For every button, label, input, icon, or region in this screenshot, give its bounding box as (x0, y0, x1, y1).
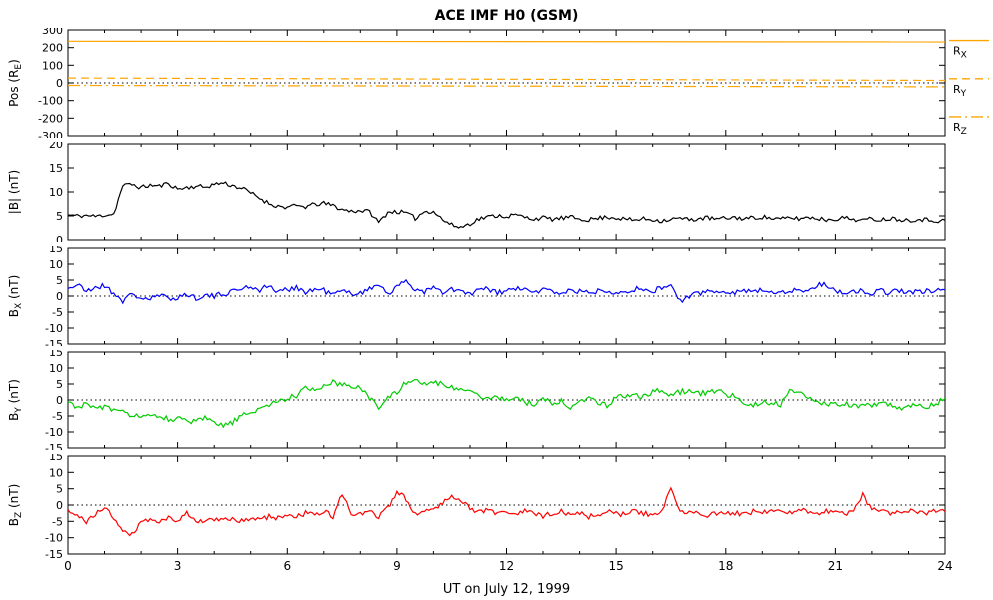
panel-bmag-plot: 20 15 10 5 0 |B| (nT) (7, 142, 946, 242)
x-axis-label: UT on July 12, 1999 (442, 582, 571, 597)
panel-bz-plot: 0 3 6 9 12 15 18 21 24 15 10 5 0 -5 -10 -15 BZ (nT) (7, 454, 953, 573)
panel-position-plot: 300 200 100 0 -100 -200 -300 Pos (RE) RX RY RZ (7, 28, 989, 138)
svg-text:5: 5 (56, 210, 63, 223)
svg-text:0: 0 (56, 499, 63, 512)
svg-text:RY: RY (953, 83, 967, 99)
svg-text:-300: -300 (38, 130, 63, 138)
svg-text:-5: -5 (52, 410, 63, 423)
svg-text:RZ: RZ (953, 121, 967, 137)
svg-text:9: 9 (393, 559, 401, 573)
svg-text:10: 10 (49, 362, 63, 375)
svg-text:15: 15 (49, 350, 63, 359)
svg-text:300: 300 (42, 28, 63, 37)
svg-text:-10: -10 (45, 426, 63, 439)
svg-text:BZ (nT): BZ (nT) (7, 484, 24, 527)
svg-text:10: 10 (49, 466, 63, 479)
svg-text:0: 0 (56, 290, 63, 303)
svg-text:-15: -15 (45, 338, 63, 346)
svg-text:0: 0 (56, 394, 63, 407)
svg-text:5: 5 (56, 378, 63, 391)
svg-text:-5: -5 (52, 306, 63, 319)
svg-text:15: 15 (49, 246, 63, 255)
svg-text:0: 0 (56, 77, 63, 90)
svg-text:|B| (nT): |B| (nT) (7, 170, 21, 214)
svg-text:20: 20 (49, 142, 63, 151)
svg-text:10: 10 (49, 186, 63, 199)
svg-text:-5: -5 (52, 515, 63, 528)
panel-by-plot: 15 10 5 0 -5 -10 -15 BY (nT) (7, 350, 946, 450)
svg-text:RX: RX (953, 45, 967, 61)
svg-text:-15: -15 (45, 548, 63, 561)
svg-text:24: 24 (937, 559, 952, 573)
svg-text:10: 10 (49, 258, 63, 271)
svg-text:21: 21 (828, 559, 843, 573)
svg-text:5: 5 (56, 483, 63, 496)
svg-text:5: 5 (56, 274, 63, 287)
svg-text:18: 18 (718, 559, 733, 573)
svg-text:200: 200 (42, 42, 63, 55)
chart-title: ACE IMF H0 (GSM) (434, 8, 579, 24)
svg-text:6: 6 (283, 559, 291, 573)
svg-text:15: 15 (49, 454, 63, 463)
panel-bx-plot: 15 10 5 0 -5 -10 -15 BX (nT) (7, 246, 946, 346)
svg-text:-10: -10 (45, 532, 63, 545)
svg-text:12: 12 (499, 559, 514, 573)
svg-text:0: 0 (64, 559, 72, 573)
svg-text:BY (nT): BY (nT) (7, 379, 24, 421)
svg-text:-200: -200 (38, 112, 63, 125)
svg-text:15: 15 (608, 559, 623, 573)
svg-text:-10: -10 (45, 322, 63, 335)
svg-text:100: 100 (42, 59, 63, 72)
svg-text:0: 0 (56, 234, 63, 242)
svg-text:-100: -100 (38, 95, 63, 108)
svg-text:3: 3 (174, 559, 182, 573)
svg-text:BX (nT): BX (nT) (7, 275, 24, 318)
svg-text:-15: -15 (45, 442, 63, 450)
svg-text:Pos (RE): Pos (RE) (7, 59, 24, 107)
svg-text:15: 15 (49, 162, 63, 175)
